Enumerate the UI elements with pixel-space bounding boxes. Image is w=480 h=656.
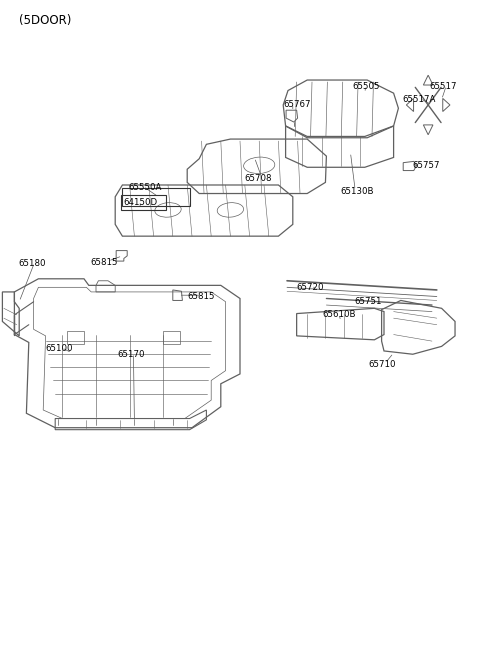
Text: 65751: 65751	[354, 297, 382, 306]
Text: 65710: 65710	[369, 360, 396, 369]
Text: 65550A: 65550A	[129, 183, 162, 192]
Text: 65517A: 65517A	[402, 95, 436, 104]
Text: 65517: 65517	[430, 82, 457, 91]
Text: 65130B: 65130B	[341, 187, 374, 196]
Text: (5DOOR): (5DOOR)	[19, 14, 72, 28]
Text: 65757: 65757	[413, 161, 440, 170]
Text: 65720: 65720	[297, 283, 324, 292]
Text: 65767: 65767	[283, 100, 311, 110]
Text: 65815: 65815	[90, 258, 118, 267]
Text: 65100: 65100	[46, 344, 73, 354]
Text: 65708: 65708	[245, 174, 272, 183]
Text: 65505: 65505	[353, 82, 380, 91]
Text: 64150D: 64150D	[124, 197, 158, 207]
Text: 65610B: 65610B	[323, 310, 356, 319]
Text: 65180: 65180	[18, 259, 46, 268]
Text: 65170: 65170	[118, 350, 145, 359]
Text: 65815: 65815	[187, 292, 215, 301]
